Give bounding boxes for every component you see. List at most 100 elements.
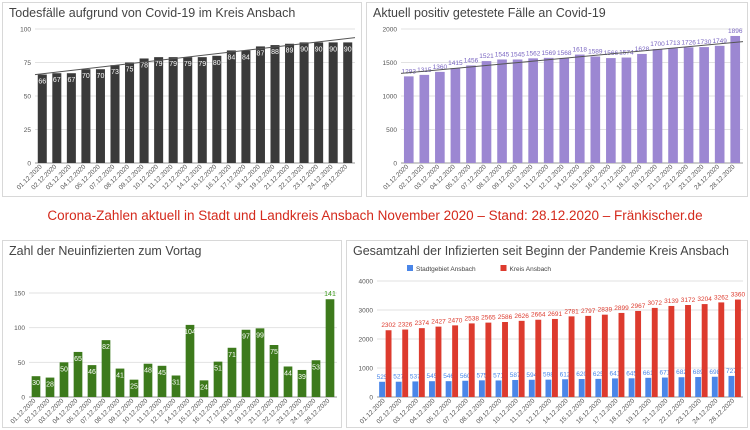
bar bbox=[297, 369, 307, 397]
data-label: 527 bbox=[393, 374, 404, 381]
bar bbox=[661, 377, 668, 397]
bar bbox=[395, 381, 402, 397]
bar bbox=[311, 360, 321, 397]
data-label: 1315 bbox=[417, 67, 432, 74]
bar bbox=[618, 312, 625, 397]
chart-title: Zahl der Neuinfizierten zum Vortag bbox=[9, 244, 202, 258]
bar bbox=[481, 61, 492, 163]
y-tick-label: 25 bbox=[24, 127, 32, 134]
data-label: 1293 bbox=[402, 68, 417, 75]
data-label: 90 bbox=[315, 46, 323, 53]
bar bbox=[314, 42, 324, 163]
bar bbox=[595, 378, 602, 397]
data-label: 79 bbox=[184, 61, 192, 68]
data-label: 89 bbox=[286, 48, 294, 55]
bar bbox=[728, 375, 735, 397]
data-label: 79 bbox=[155, 61, 163, 68]
data-label: 3172 bbox=[681, 297, 696, 304]
bar bbox=[685, 305, 691, 397]
data-label: 3262 bbox=[714, 294, 729, 301]
deaths-chart-plot: 025507510001.12.202002.12.202003.12.2020… bbox=[16, 27, 356, 191]
data-label: 1628 bbox=[635, 46, 650, 53]
bar bbox=[502, 322, 508, 397]
bar bbox=[621, 57, 632, 163]
data-label: 1713 bbox=[666, 40, 681, 47]
chart-title: Aktuell positiv getestete Fälle an Covid… bbox=[373, 6, 606, 20]
data-label: 88 bbox=[271, 49, 279, 56]
bar bbox=[468, 323, 475, 397]
bar bbox=[270, 45, 280, 163]
y-tick-label: 50 bbox=[24, 94, 32, 101]
data-label: 87 bbox=[257, 50, 265, 57]
data-label: 661 bbox=[643, 370, 654, 377]
bar bbox=[718, 302, 725, 397]
bar bbox=[445, 381, 452, 397]
data-label: 1700 bbox=[650, 41, 665, 48]
data-label: 1545 bbox=[495, 51, 510, 58]
y-tick-label: 0 bbox=[21, 395, 25, 402]
bar bbox=[328, 42, 338, 163]
data-label: 3360 bbox=[731, 292, 746, 299]
data-label: 90 bbox=[344, 46, 352, 53]
y-tick-label: 75 bbox=[24, 60, 32, 67]
bar bbox=[183, 57, 193, 163]
bar bbox=[628, 378, 635, 397]
data-label: 625 bbox=[593, 371, 604, 378]
bar bbox=[645, 377, 652, 397]
y-tick-label: 3000 bbox=[359, 308, 374, 315]
data-label: 645 bbox=[626, 370, 637, 377]
data-label: 594 bbox=[526, 372, 537, 379]
bar bbox=[606, 58, 616, 163]
data-label: 82 bbox=[102, 344, 110, 351]
data-label: 97 bbox=[242, 334, 250, 341]
bar bbox=[495, 380, 502, 397]
bar bbox=[299, 42, 309, 163]
bar bbox=[497, 59, 507, 163]
trendline bbox=[34, 37, 356, 76]
bar bbox=[578, 379, 585, 397]
data-label: 104 bbox=[184, 329, 196, 336]
data-label: 2797 bbox=[581, 308, 596, 315]
data-label: 84 bbox=[242, 54, 250, 61]
data-label: 84 bbox=[227, 54, 235, 61]
data-label: 141 bbox=[324, 291, 336, 298]
data-label: 1456 bbox=[464, 57, 479, 64]
data-label: 671 bbox=[659, 370, 670, 377]
bar bbox=[157, 365, 167, 397]
data-label: 3204 bbox=[697, 296, 712, 303]
bar bbox=[450, 68, 461, 163]
y-tick-label: 1000 bbox=[383, 94, 398, 101]
y-tick-label: 100 bbox=[14, 325, 25, 332]
data-label: 1360 bbox=[433, 64, 448, 71]
bar bbox=[585, 315, 592, 397]
bar bbox=[115, 368, 125, 397]
bar bbox=[535, 319, 542, 397]
data-label: 2427 bbox=[431, 319, 446, 326]
bar bbox=[37, 74, 47, 163]
bar bbox=[562, 379, 569, 397]
bar bbox=[171, 375, 181, 397]
bar bbox=[485, 322, 492, 397]
data-label: 1415 bbox=[448, 60, 463, 67]
data-label: 689 bbox=[693, 369, 704, 376]
y-tick-label: 500 bbox=[386, 127, 397, 134]
y-tick-label: 100 bbox=[20, 27, 31, 34]
data-label: 79 bbox=[169, 61, 177, 68]
bar bbox=[637, 53, 647, 164]
data-label: 78 bbox=[140, 62, 148, 69]
data-label: 66 bbox=[38, 79, 46, 86]
bar bbox=[518, 320, 525, 397]
data-label: 3072 bbox=[648, 300, 663, 307]
bar bbox=[734, 299, 741, 397]
data-label: 67 bbox=[53, 77, 61, 84]
bar bbox=[343, 42, 353, 163]
data-label: 70 bbox=[82, 73, 90, 80]
bar bbox=[435, 326, 442, 397]
bar bbox=[612, 378, 618, 397]
bar bbox=[695, 377, 702, 397]
data-label: 620 bbox=[576, 371, 587, 378]
data-label: 25 bbox=[130, 384, 138, 391]
data-label: 3139 bbox=[664, 298, 679, 305]
data-label: 71 bbox=[228, 352, 236, 359]
data-label: 80 bbox=[213, 60, 221, 67]
